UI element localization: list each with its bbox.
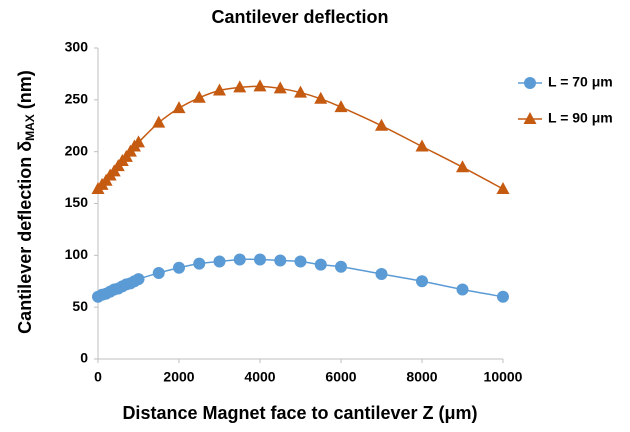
y-tick-label: 300 (65, 39, 89, 55)
x-tick-label: 6000 (325, 369, 356, 385)
y-axis-label: Cantilever deflection δMAX (nm) (15, 70, 37, 334)
data-point (274, 254, 287, 267)
data-point (456, 160, 469, 173)
data-point (172, 101, 186, 114)
data-point (416, 275, 428, 288)
data-point (192, 90, 206, 103)
y-label-sub: MAX (23, 114, 37, 141)
data-point (152, 115, 166, 128)
data-point (254, 253, 266, 266)
data-point (334, 100, 348, 113)
data-point (456, 283, 469, 296)
y-label-main: Cantilever deflection δ (15, 141, 35, 334)
legend-marker (524, 77, 536, 89)
x-tick-label: 0 (94, 369, 102, 385)
data-point (132, 273, 145, 286)
legend-marker (523, 112, 537, 124)
data-point (314, 91, 328, 104)
y-tick-label: 200 (65, 142, 89, 158)
data-point (294, 255, 307, 268)
data-point (375, 118, 388, 131)
data-point (213, 255, 226, 268)
data-point (496, 181, 510, 194)
y-tick-label: 0 (80, 350, 88, 366)
data-point (193, 257, 206, 270)
data-point (314, 258, 327, 271)
x-tick-label: 10000 (484, 369, 523, 385)
data-point (273, 81, 287, 94)
y-label-unit: (nm) (15, 70, 35, 114)
data-point (497, 290, 509, 303)
legend-label: L = 90 μm (548, 110, 613, 126)
x-tick-label: 8000 (406, 369, 437, 385)
data-point (253, 79, 267, 92)
y-tick-label: 100 (65, 246, 89, 262)
data-point (375, 267, 388, 280)
data-point (132, 135, 145, 148)
data-point (415, 139, 429, 152)
data-point (213, 83, 226, 96)
x-tick-label: 4000 (244, 369, 275, 385)
data-point (335, 260, 347, 273)
data-point (233, 80, 247, 93)
x-tick-label: 2000 (163, 369, 194, 385)
data-point (152, 266, 165, 279)
x-axis-label: Distance Magnet face to cantilever Z (μm… (122, 403, 477, 423)
data-point (294, 85, 307, 98)
legend-label: L = 70 μm (548, 74, 613, 90)
y-tick-label: 150 (65, 194, 89, 210)
data-point (233, 253, 246, 266)
chart-title: Cantilever deflection (211, 7, 388, 27)
data-point (173, 261, 185, 274)
series-line (97, 85, 504, 190)
y-tick-label: 50 (72, 298, 88, 314)
y-tick-label: 250 (65, 91, 89, 107)
